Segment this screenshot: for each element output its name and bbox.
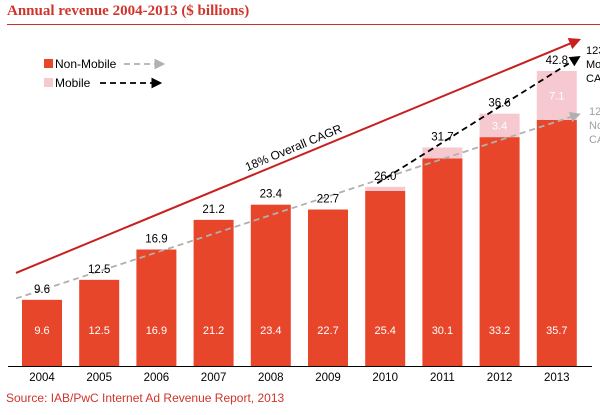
legend: Non-Mobile Mobile <box>44 57 166 90</box>
mobile-cagr-annotation: CA <box>586 73 600 85</box>
bar-non-mobile <box>479 137 520 366</box>
bars-layer <box>8 70 592 367</box>
bar-value-label: 12.5 <box>88 325 109 337</box>
source-note: Source: IAB/PwC Internet Ad Revenue Repo… <box>6 391 285 405</box>
bar-total-label: 21.2 <box>202 204 224 216</box>
x-tick-label: 2006 <box>144 372 170 384</box>
mobile-cagr-annotation: Mo <box>586 59 600 71</box>
bar-non-mobile <box>422 158 463 366</box>
legend-label: Mobile <box>55 76 91 90</box>
bar-total-label: 16.9 <box>145 233 167 245</box>
legend-label: Non-Mobile <box>55 57 117 71</box>
bar-value-label: 30.1 <box>432 325 453 337</box>
bar-mobile <box>479 113 520 138</box>
x-tick-label: 2008 <box>258 372 284 384</box>
bar-non-mobile <box>536 119 577 366</box>
bar-non-mobile <box>193 219 234 366</box>
x-tick-label: 2005 <box>86 372 112 384</box>
chart-title: Annual revenue 2004-2013 ($ billions) <box>7 3 250 19</box>
x-tick-label: 2009 <box>315 372 341 384</box>
bar-non-mobile <box>79 279 120 366</box>
bar-total-label: 22.7 <box>317 194 339 206</box>
bar-non-mobile <box>365 190 406 366</box>
bar-non-mobile <box>308 209 348 366</box>
legend-swatch-non-mobile <box>44 59 53 68</box>
bar-total-label: 9.6 <box>34 284 50 296</box>
bar-value-label: 16.9 <box>146 325 167 337</box>
non-mobile-cagr-annotation: 12 <box>589 106 600 118</box>
bar-total-label: 42.8 <box>546 55 568 67</box>
overall-cagr-label: 18% Overall CAGR <box>243 121 344 174</box>
bar-value-label: 35.7 <box>546 325 567 337</box>
bar-value-label: 9.6 <box>34 325 49 337</box>
bar-value-label: 23.4 <box>260 325 281 337</box>
bar-value-label: 22.7 <box>317 325 338 337</box>
bar-total-label: 23.4 <box>260 189 283 201</box>
title-divider <box>7 24 600 25</box>
mobile-value-label: 3.4 <box>492 120 507 132</box>
bar-mobile <box>365 186 406 191</box>
overall-cagr-arrow <box>15 38 582 274</box>
bar-mobile <box>536 70 577 120</box>
bar-total-label: 26.0 <box>374 171 396 183</box>
bar-value-label: 33.2 <box>489 325 510 337</box>
legend-swatch-mobile <box>44 78 53 87</box>
bar-total-label: 31.7 <box>431 131 453 143</box>
bar-value-label: 21.2 <box>203 325 224 337</box>
bar-value-label: 25.4 <box>374 325 395 337</box>
bar-non-mobile <box>136 249 177 366</box>
bar-non-mobile <box>22 299 62 366</box>
x-tick-label: 2013 <box>544 372 570 384</box>
non-mobile-cagr-annotation: No <box>589 120 600 132</box>
mobile-value-label: 7.1 <box>549 90 564 102</box>
bar-total-label: 36.6 <box>488 98 510 110</box>
non-mobile-cagr-arrow <box>15 111 581 300</box>
trend-lines-layer <box>15 38 582 300</box>
non-mobile-cagr-annotation: CA <box>589 134 600 146</box>
x-tick-label: 2011 <box>430 372 455 384</box>
bar-mobile <box>422 147 463 159</box>
x-tick-label: 2004 <box>29 372 55 384</box>
bar-total-label: 12.5 <box>88 264 110 276</box>
mobile-cagr-annotation: 123 <box>586 45 600 57</box>
x-tick-label: 2012 <box>487 372 513 384</box>
x-tick-label: 2007 <box>201 372 227 384</box>
x-tick-label: 2010 <box>372 372 398 384</box>
bar-non-mobile <box>250 204 291 366</box>
